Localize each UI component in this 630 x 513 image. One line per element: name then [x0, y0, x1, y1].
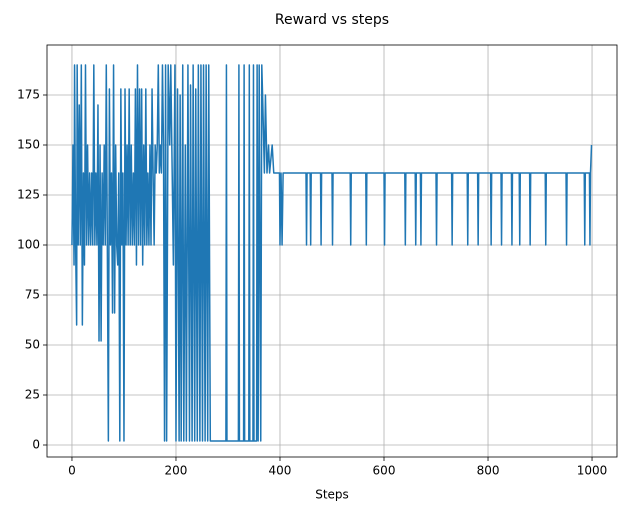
- y-tick-label: 150: [17, 138, 40, 152]
- x-tick-label: 200: [165, 464, 188, 478]
- x-axis-label: Steps: [315, 488, 349, 502]
- y-tick-label: 125: [17, 188, 40, 202]
- x-tick-label: 600: [373, 464, 396, 478]
- y-tick-label: 50: [25, 338, 40, 352]
- y-tick-label: 0: [32, 438, 40, 452]
- x-tick-label: 0: [68, 464, 76, 478]
- plot-frame: [46, 44, 618, 458]
- x-tick-label: 1000: [577, 464, 608, 478]
- y-tick-label: 75: [25, 288, 40, 302]
- line: [71, 64, 593, 442]
- x-tick-label: 800: [477, 464, 500, 478]
- x-tick-label: 400: [269, 464, 292, 478]
- y-tick-label: 100: [17, 238, 40, 252]
- y-tick-label: 175: [17, 88, 40, 102]
- y-tick-label: 25: [25, 388, 40, 402]
- chart-title: Reward vs steps: [275, 12, 389, 28]
